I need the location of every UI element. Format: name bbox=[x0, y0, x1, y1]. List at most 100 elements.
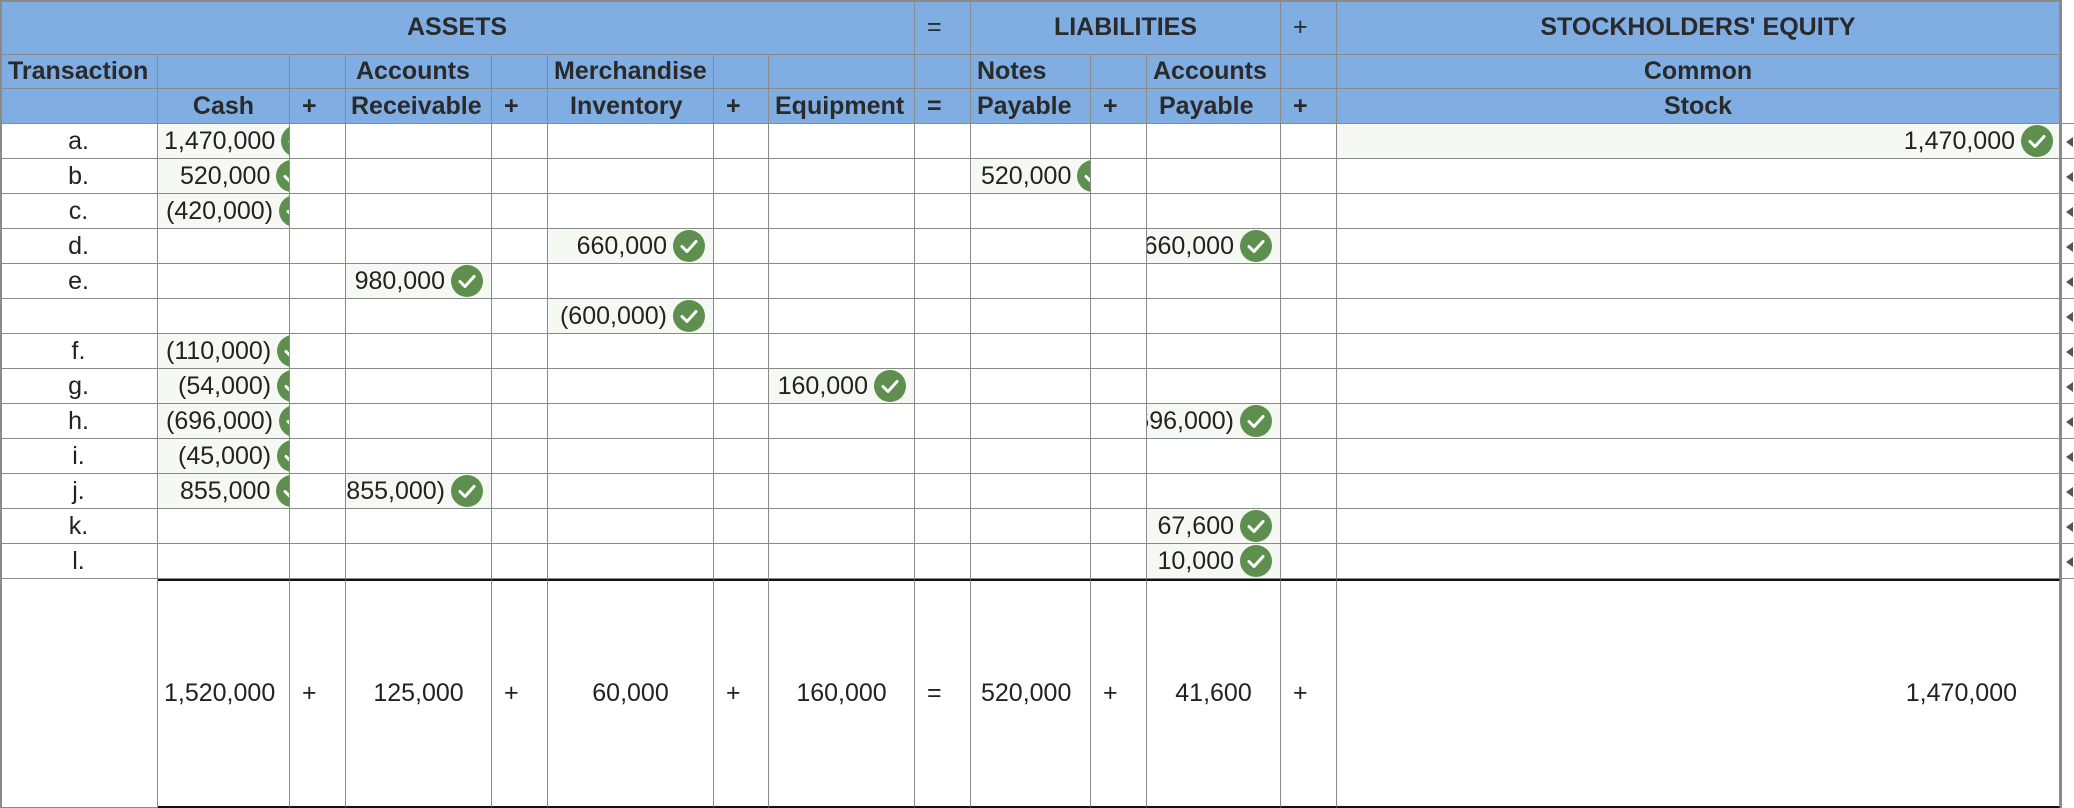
amount-input-np[interactable] bbox=[971, 334, 1091, 369]
amount-input-inv[interactable] bbox=[548, 404, 714, 439]
amount-input-cs[interactable] bbox=[1337, 299, 2060, 334]
amount-input-cash[interactable] bbox=[158, 299, 290, 334]
amount-input-ar[interactable] bbox=[346, 334, 492, 369]
amount-input-equip[interactable] bbox=[769, 404, 915, 439]
amount-input-cash[interactable]: (420,000) bbox=[158, 194, 290, 229]
amount-input-inv[interactable] bbox=[548, 474, 714, 509]
amount-input-ar[interactable] bbox=[346, 544, 492, 579]
amount-input-ap[interactable]: 660,000 bbox=[1147, 229, 1281, 264]
amount-input-ar[interactable]: 980,000 bbox=[346, 264, 492, 299]
left-arrow-icon[interactable] bbox=[2066, 416, 2073, 427]
amount-input-cash[interactable] bbox=[158, 509, 290, 544]
amount-input-cs[interactable] bbox=[1337, 404, 2060, 439]
amount-input-ap[interactable] bbox=[1147, 299, 1281, 334]
amount-input-cs[interactable] bbox=[1337, 544, 2060, 579]
amount-input-cs[interactable] bbox=[1337, 264, 2060, 299]
amount-input-ar[interactable] bbox=[346, 194, 492, 229]
amount-input-inv[interactable] bbox=[548, 264, 714, 299]
amount-input-np[interactable] bbox=[971, 264, 1091, 299]
amount-input-cs[interactable] bbox=[1337, 509, 2060, 544]
amount-input-inv[interactable] bbox=[548, 439, 714, 474]
amount-input-cash[interactable]: 1,470,000 bbox=[158, 124, 290, 159]
amount-input-np[interactable]: 520,000 bbox=[971, 159, 1091, 194]
amount-input-np[interactable] bbox=[971, 404, 1091, 439]
amount-input-np[interactable] bbox=[971, 369, 1091, 404]
amount-input-ap[interactable]: (696,000) bbox=[1147, 404, 1281, 439]
amount-input-ar[interactable] bbox=[346, 124, 492, 159]
amount-input-inv[interactable] bbox=[548, 124, 714, 159]
amount-input-cash[interactable]: 520,000 bbox=[158, 159, 290, 194]
amount-input-ar[interactable] bbox=[346, 509, 492, 544]
amount-input-np[interactable] bbox=[971, 544, 1091, 579]
amount-input-cash[interactable] bbox=[158, 229, 290, 264]
left-arrow-icon[interactable] bbox=[2066, 521, 2073, 532]
amount-input-cs[interactable] bbox=[1337, 439, 2060, 474]
amount-input-cash[interactable] bbox=[158, 544, 290, 579]
left-arrow-icon[interactable] bbox=[2066, 381, 2073, 392]
left-arrow-icon[interactable] bbox=[2066, 206, 2073, 217]
amount-input-inv[interactable] bbox=[548, 194, 714, 229]
amount-input-equip[interactable] bbox=[769, 334, 915, 369]
amount-input-cs[interactable] bbox=[1337, 369, 2060, 404]
amount-input-cs[interactable] bbox=[1337, 194, 2060, 229]
amount-input-inv[interactable] bbox=[548, 369, 714, 404]
left-arrow-icon[interactable] bbox=[2066, 556, 2073, 567]
amount-input-ap[interactable] bbox=[1147, 439, 1281, 474]
amount-input-ap[interactable] bbox=[1147, 369, 1281, 404]
amount-input-cash[interactable]: (696,000) bbox=[158, 404, 290, 439]
amount-input-ap[interactable] bbox=[1147, 159, 1281, 194]
amount-input-inv[interactable] bbox=[548, 159, 714, 194]
left-arrow-icon[interactable] bbox=[2066, 346, 2073, 357]
amount-input-inv[interactable]: (600,000) bbox=[548, 299, 714, 334]
amount-input-np[interactable] bbox=[971, 299, 1091, 334]
amount-input-equip[interactable] bbox=[769, 509, 915, 544]
left-arrow-icon[interactable] bbox=[2066, 171, 2073, 182]
amount-input-ap[interactable]: 67,600 bbox=[1147, 509, 1281, 544]
amount-input-ap[interactable] bbox=[1147, 194, 1281, 229]
amount-input-ap[interactable] bbox=[1147, 124, 1281, 159]
amount-input-cs[interactable]: 1,470,000 bbox=[1337, 124, 2060, 159]
amount-input-ap[interactable] bbox=[1147, 334, 1281, 369]
left-arrow-icon[interactable] bbox=[2066, 276, 2073, 287]
amount-input-cs[interactable] bbox=[1337, 229, 2060, 264]
amount-input-equip[interactable] bbox=[769, 299, 915, 334]
amount-input-equip[interactable] bbox=[769, 474, 915, 509]
left-arrow-icon[interactable] bbox=[2066, 486, 2073, 497]
amount-input-cs[interactable] bbox=[1337, 159, 2060, 194]
amount-input-np[interactable] bbox=[971, 229, 1091, 264]
amount-input-np[interactable] bbox=[971, 194, 1091, 229]
amount-input-np[interactable] bbox=[971, 439, 1091, 474]
amount-input-cash[interactable]: (110,000) bbox=[158, 334, 290, 369]
amount-input-cash[interactable]: (45,000) bbox=[158, 439, 290, 474]
amount-input-cs[interactable] bbox=[1337, 334, 2060, 369]
amount-input-cs[interactable] bbox=[1337, 474, 2060, 509]
left-arrow-icon[interactable] bbox=[2066, 136, 2073, 147]
amount-input-ar[interactable] bbox=[346, 159, 492, 194]
amount-input-inv[interactable]: 660,000 bbox=[548, 229, 714, 264]
amount-input-inv[interactable] bbox=[548, 544, 714, 579]
left-arrow-icon[interactable] bbox=[2066, 241, 2073, 252]
amount-input-ar[interactable] bbox=[346, 299, 492, 334]
amount-input-ap[interactable] bbox=[1147, 264, 1281, 299]
amount-input-equip[interactable] bbox=[769, 159, 915, 194]
amount-input-equip[interactable] bbox=[769, 124, 915, 159]
left-arrow-icon[interactable] bbox=[2066, 311, 2073, 322]
amount-input-ar[interactable] bbox=[346, 369, 492, 404]
amount-input-ap[interactable]: 10,000 bbox=[1147, 544, 1281, 579]
amount-input-np[interactable] bbox=[971, 124, 1091, 159]
amount-input-equip[interactable] bbox=[769, 544, 915, 579]
amount-input-equip[interactable] bbox=[769, 264, 915, 299]
amount-input-cash[interactable]: 855,000 bbox=[158, 474, 290, 509]
left-arrow-icon[interactable] bbox=[2066, 451, 2073, 462]
amount-input-ar[interactable] bbox=[346, 404, 492, 439]
amount-input-ap[interactable] bbox=[1147, 474, 1281, 509]
amount-input-equip[interactable] bbox=[769, 439, 915, 474]
amount-input-inv[interactable] bbox=[548, 509, 714, 544]
amount-input-equip[interactable] bbox=[769, 229, 915, 264]
amount-input-equip[interactable]: 160,000 bbox=[769, 369, 915, 404]
amount-input-np[interactable] bbox=[971, 474, 1091, 509]
amount-input-ar[interactable] bbox=[346, 439, 492, 474]
amount-input-ar[interactable] bbox=[346, 229, 492, 264]
amount-input-inv[interactable] bbox=[548, 334, 714, 369]
amount-input-equip[interactable] bbox=[769, 194, 915, 229]
